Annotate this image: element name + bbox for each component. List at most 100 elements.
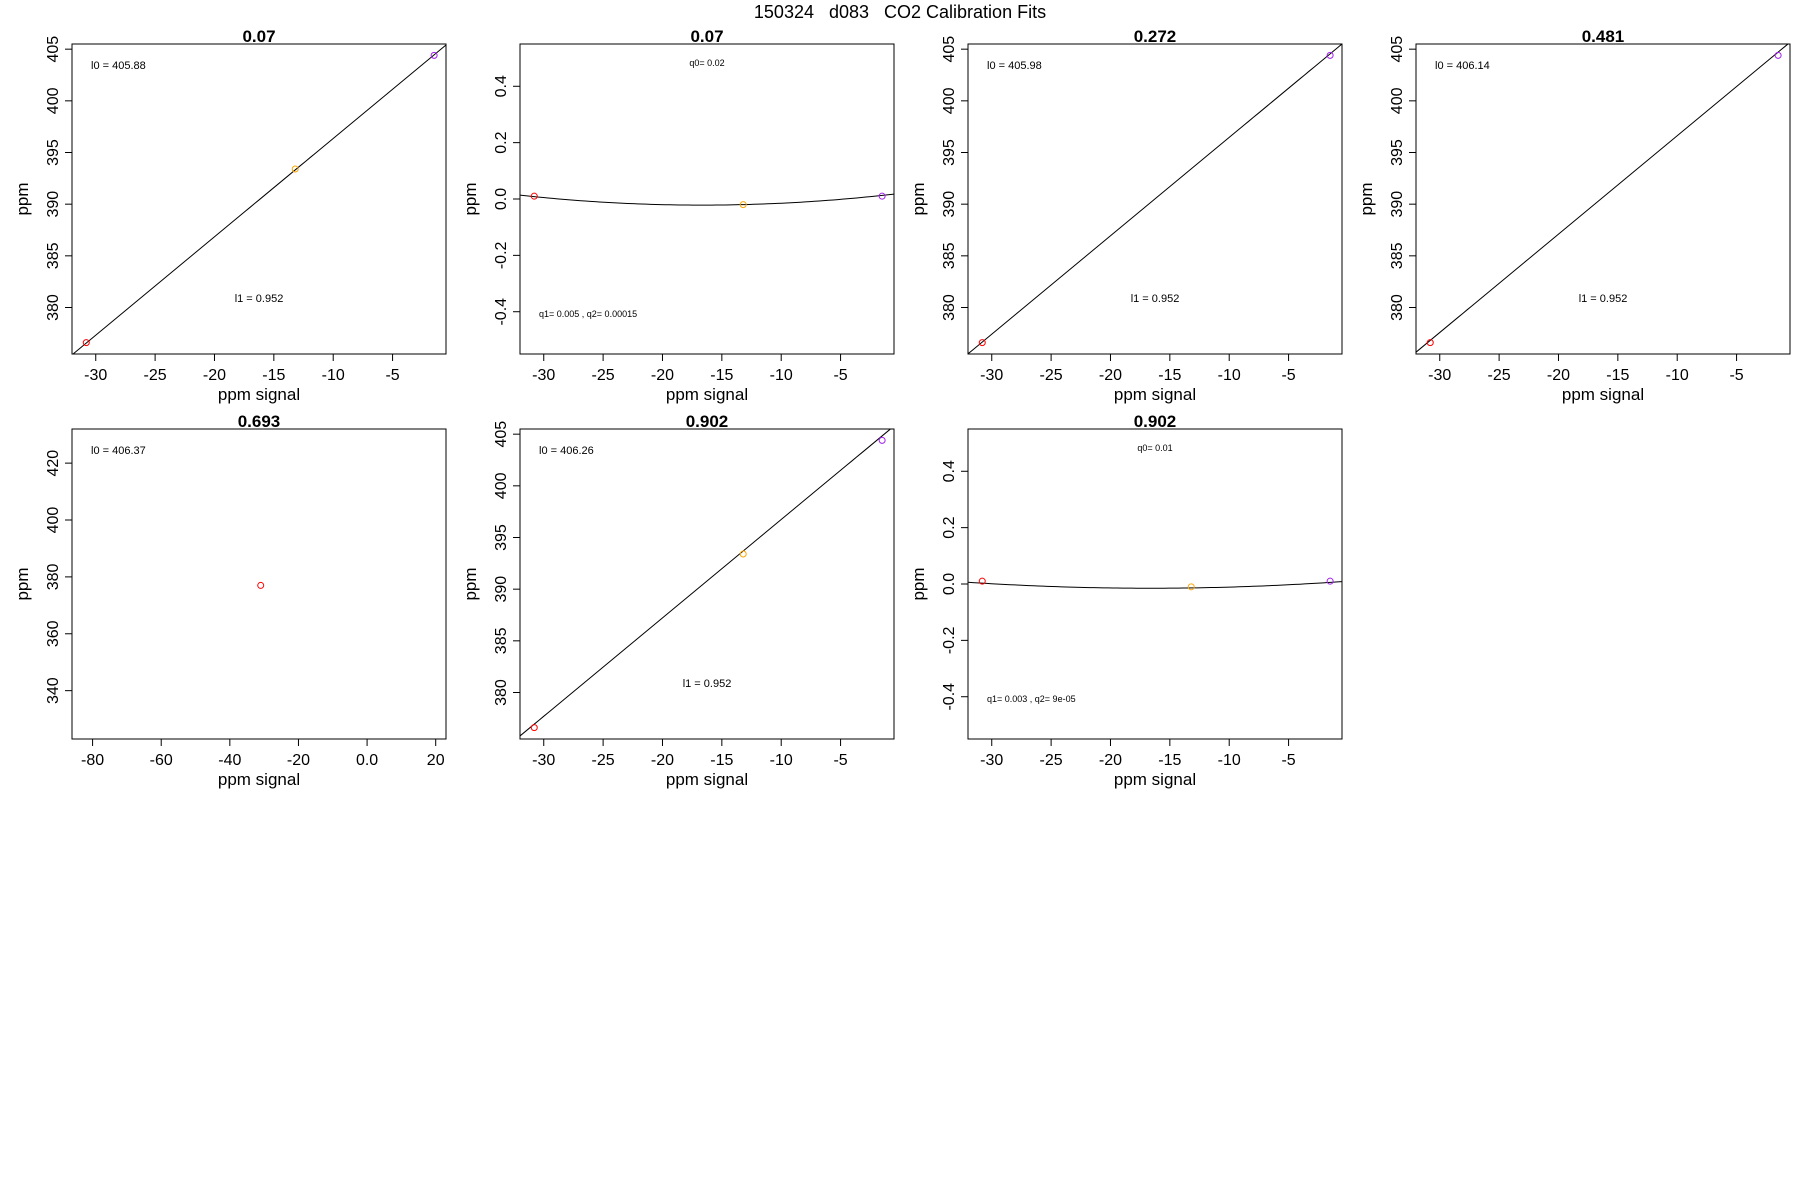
plot-title: 0.481: [1582, 27, 1625, 46]
y-tick-label: 405: [941, 36, 958, 63]
x-tick-label: -25: [1040, 752, 1063, 769]
x-tick-label: -80: [81, 752, 104, 769]
y-tick-label: 380: [1389, 294, 1406, 321]
data-point-high: [878, 436, 886, 444]
y-tick-label: -0.2: [493, 241, 510, 269]
annotation-label: l0 = 406.14: [1435, 60, 1490, 72]
plot-frame: [967, 428, 1343, 740]
data-point-low: [82, 339, 90, 347]
plot-title: 0.902: [686, 412, 729, 431]
x-tick-label: -25: [1040, 367, 1063, 384]
plot-panel-1: 0.07 -30 -25 -20 -15 -10 -5 ppm signal 380 385 390…: [13, 27, 447, 404]
annotation-label: l0 = 405.98: [987, 60, 1042, 72]
y-tick-label: 0.2: [493, 131, 510, 153]
y-tick-label: 390: [45, 191, 62, 218]
x-tick-label: -15: [262, 367, 285, 384]
x-tick-label: 0.0: [356, 752, 378, 769]
data-point-low: [978, 577, 986, 585]
x-axis-label: ppm signal: [218, 385, 300, 404]
data-point-mid: [739, 201, 747, 209]
annotation-label: q1= 0.003 , q2= 9e-05: [987, 694, 1076, 704]
y-tick-label: 405: [493, 421, 510, 448]
y-tick-label: 380: [45, 563, 62, 590]
y-tick-label: 405: [1389, 36, 1406, 63]
x-tick-label: -20: [287, 752, 310, 769]
y-tick-label: -0.4: [493, 298, 510, 326]
y-tick-label: 0.4: [941, 460, 958, 482]
plot-frame: [71, 43, 447, 355]
annotation-label: l1 = 0.952: [683, 678, 732, 690]
x-axis-label: ppm signal: [1562, 385, 1644, 404]
annotation-label: l1 = 0.952: [235, 293, 284, 305]
x-tick-label: -5: [1281, 367, 1295, 384]
x-tick-label: -5: [833, 752, 847, 769]
x-tick-label: -20: [651, 752, 674, 769]
x-tick-label: -15: [1158, 752, 1181, 769]
y-tick-label: 405: [45, 36, 62, 63]
y-axis-label: ppm: [1357, 182, 1376, 215]
x-tick-label: -30: [980, 752, 1003, 769]
y-tick-label: 385: [493, 627, 510, 654]
x-axis-label: ppm signal: [666, 770, 748, 789]
fit-line: [968, 581, 1342, 589]
annotation-label: q0= 0.01: [1137, 443, 1172, 453]
fit-line: [968, 44, 1342, 354]
x-tick-label: -5: [833, 367, 847, 384]
y-tick-label: 385: [1389, 242, 1406, 269]
x-tick-label: -10: [1666, 367, 1689, 384]
plot-title: 0.902: [1134, 412, 1177, 431]
y-axis-label: ppm: [13, 567, 32, 600]
x-tick-label: -15: [710, 752, 733, 769]
y-axis-label: ppm: [909, 182, 928, 215]
plot-panel-7: 0.902 -30 -25 -20 -15 -10 -5 ppm signal -0.4 -0.2…: [909, 412, 1343, 789]
x-tick-label: 20: [427, 752, 445, 769]
plot-title: 0.693: [238, 412, 281, 431]
x-tick-label: -40: [218, 752, 241, 769]
y-tick-label: 400: [1389, 87, 1406, 114]
y-axis-label: ppm: [461, 182, 480, 215]
x-tick-label: -30: [1428, 367, 1451, 384]
plot-frame: [1415, 43, 1791, 355]
y-tick-label: 400: [45, 87, 62, 114]
x-tick-label: -30: [532, 367, 555, 384]
x-tick-label: -10: [770, 367, 793, 384]
y-axis-label: ppm: [13, 182, 32, 215]
x-axis-label: ppm signal: [666, 385, 748, 404]
fit-line: [1416, 44, 1789, 353]
plot-panel-5: 0.693 -80 -60 -40 -20 0.0 20 ppm signal 340 360 38…: [13, 412, 447, 789]
data-point-high: [430, 51, 438, 59]
x-tick-label: -20: [651, 367, 674, 384]
data-point-high: [1326, 577, 1334, 585]
y-tick-label: -0.4: [941, 683, 958, 711]
y-tick-label: 395: [941, 139, 958, 166]
plot-title: 0.07: [690, 27, 723, 46]
annotation-label: q1= 0.005 , q2= 0.00015: [539, 309, 637, 319]
x-tick-label: -10: [770, 752, 793, 769]
data-point-low: [1426, 339, 1434, 347]
x-tick-label: -10: [1218, 367, 1241, 384]
plot-title: 0.07: [242, 27, 275, 46]
data-point-high: [878, 192, 886, 200]
data-point-mid: [1187, 583, 1195, 591]
annotation-label: l0 = 406.26: [539, 445, 594, 457]
fit-line: [520, 193, 894, 206]
plot-frame: [967, 43, 1343, 355]
y-tick-label: 395: [493, 524, 510, 551]
plot-panel-3: 0.272 -30 -25 -20 -15 -10 -5 ppm signal 380 385 39…: [909, 27, 1343, 404]
annotation-label: l1 = 0.952: [1579, 293, 1628, 305]
x-tick-label: -25: [592, 752, 615, 769]
y-tick-label: 390: [941, 191, 958, 218]
data-point-high: [1326, 51, 1334, 59]
y-tick-label: 380: [941, 294, 958, 321]
annotation-label: l0 = 405.88: [91, 60, 146, 72]
data-point-mid: [291, 165, 299, 173]
y-tick-label: 0.0: [941, 573, 958, 595]
y-tick-label: -0.2: [941, 626, 958, 654]
plot-panel-2: 0.07 -30 -25 -20 -15 -10 -5 ppm signal -0.4 -0.2 0…: [461, 27, 895, 404]
data-point-low: [978, 339, 986, 347]
x-tick-label: -20: [1099, 752, 1122, 769]
x-tick-label: -15: [1606, 367, 1629, 384]
annotation-label: l1 = 0.952: [1131, 293, 1180, 305]
y-axis-label: ppm: [909, 567, 928, 600]
